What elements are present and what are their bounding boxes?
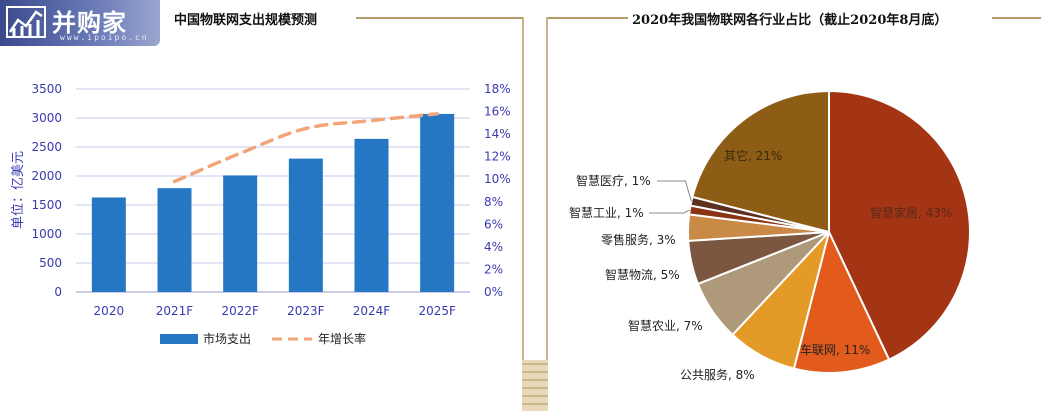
legend-label-growth: 年增长率	[318, 331, 366, 346]
pie-label: 公共服务, 8%	[680, 367, 755, 382]
bar	[288, 158, 323, 292]
y-tick-label: 2000	[31, 169, 62, 183]
y-tick-label: 0	[54, 285, 62, 299]
right-title-rule-left	[548, 17, 628, 19]
y2-tick-label: 18%	[484, 82, 511, 96]
x-tick-label: 2020	[94, 304, 125, 318]
iot-industry-share-pie: 智慧家居, 43% 车联网, 11% 公共服务, 8% 智慧农业, 7% 智慧物流, 5…	[569, 89, 971, 382]
iot-spending-chart: 0 500 1000 1500 2000 2500 3000 3500 0% 2% 4% 6% 8% 1…	[11, 82, 511, 346]
pie-label: 智慧家居, 43%	[870, 205, 952, 220]
leader-line	[657, 180, 692, 202]
y-tick-label: 3000	[31, 111, 62, 125]
logo-text: 并购家	[52, 9, 127, 37]
pie-slice	[792, 229, 891, 374]
bar	[91, 197, 126, 292]
right-title-rule-right	[992, 17, 1041, 19]
leader-line	[649, 209, 690, 214]
pie-label: 其它, 21%	[724, 148, 782, 163]
bar	[157, 188, 192, 292]
pie-slice	[828, 89, 971, 361]
y-tick-label: 1500	[31, 198, 62, 212]
y2-tick-label: 14%	[484, 127, 511, 141]
decorative-floor	[522, 360, 548, 411]
x-tick-label: 2023F	[287, 304, 325, 318]
y2-tick-label: 10%	[484, 172, 511, 186]
pie-label: 智慧医疗, 1%	[576, 173, 651, 188]
logo: 并购家 www.ipoipo.cn	[0, 0, 160, 46]
right-chart-title: 2020年我国物联网各行业占比（截止2020年8月底）	[632, 13, 948, 28]
y2-tick-label: 8%	[484, 195, 503, 209]
y2-tick-label: 12%	[484, 150, 511, 164]
y-axis-title: 单位：亿美元	[11, 151, 26, 229]
divider-line-right	[546, 17, 548, 411]
pie-label: 零售服务, 3%	[601, 232, 676, 247]
x-tick-label: 2022F	[221, 304, 259, 318]
y2-tick-label: 2%	[484, 262, 503, 276]
y-tick-label: 3500	[31, 82, 62, 96]
left-chart-title: 中国物联网支出规模预测	[174, 13, 318, 28]
x-tick-label: 2025F	[418, 304, 456, 318]
pie-label: 车联网, 11%	[800, 342, 870, 357]
pie-label: 智慧工业, 1%	[569, 205, 644, 220]
y2-tick-label: 0%	[484, 285, 503, 299]
bar	[420, 113, 455, 292]
y-tick-label: 1000	[31, 227, 62, 241]
y-tick-label: 500	[39, 256, 62, 270]
y2-tick-label: 6%	[484, 217, 503, 231]
left-title-rule	[356, 17, 522, 19]
logo-url: www.ipoipo.cn	[60, 33, 149, 42]
chart-trend-icon	[6, 6, 46, 38]
x-tick-label: 2024F	[353, 304, 391, 318]
pie-slice	[691, 89, 830, 234]
bar	[223, 175, 258, 292]
x-tick-label: 2021F	[156, 304, 194, 318]
y-tick-label: 2500	[31, 140, 62, 154]
legend-label-spending: 市场支出	[203, 331, 251, 346]
bar	[354, 138, 389, 292]
pie-label: 智慧物流, 5%	[605, 267, 680, 282]
pie-label: 智慧农业, 7%	[628, 318, 703, 333]
legend: 市场支出 年增长率	[160, 331, 366, 346]
y2-tick-label: 16%	[484, 105, 511, 119]
legend-swatch-spending	[160, 334, 198, 344]
y2-tick-label: 4%	[484, 240, 503, 254]
divider-line-left	[522, 17, 524, 360]
